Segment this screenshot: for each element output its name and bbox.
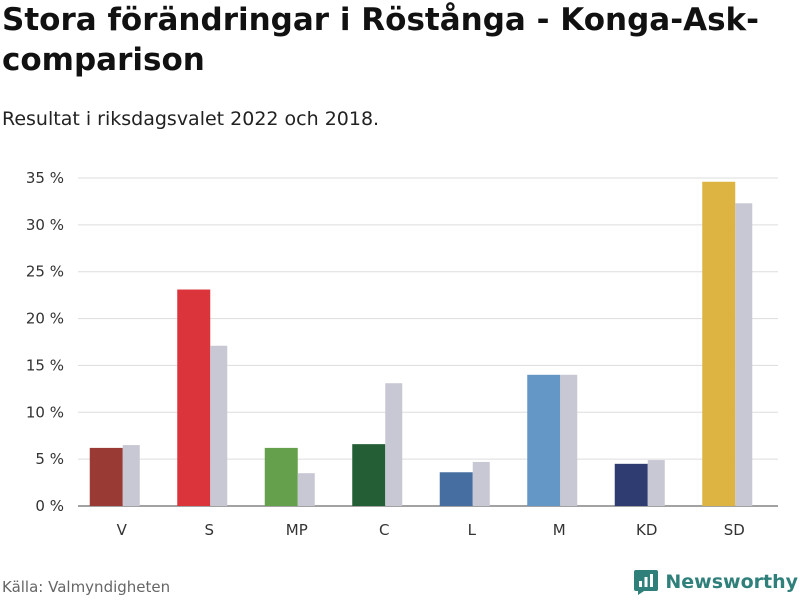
brand: Newsworthy <box>633 568 798 596</box>
brand-name: Newsworthy <box>665 571 798 593</box>
x-tick-label: M <box>553 521 566 539</box>
bar-chart-logo-icon <box>634 570 659 595</box>
bar-2022-l <box>439 472 473 506</box>
bar-2018-mp <box>297 473 315 506</box>
bar-chart: 0 % 5 % 10 % 15 % 20 % 25 % 30 % 35 % V S MP C L M KD S… <box>26 169 778 539</box>
bar-2018-c <box>385 383 403 506</box>
y-tick-label: 10 % <box>26 403 64 421</box>
bar-2022-mp <box>264 447 298 506</box>
y-tick-label: 20 % <box>26 310 64 328</box>
x-tick-label: MP <box>286 521 308 539</box>
bar-2018-v <box>122 445 140 506</box>
source-note: Källa: Valmyndigheten <box>2 578 171 596</box>
x-tick-label: KD <box>636 521 657 539</box>
bar-2022-sd <box>702 181 736 506</box>
y-tick-label: 30 % <box>26 216 64 234</box>
x-tick-label: SD <box>724 521 745 539</box>
x-tick-label: C <box>379 521 389 539</box>
chart-title: Stora förändringar i Röstånga - Konga-As… <box>2 2 760 78</box>
bar-2022-c <box>352 444 386 506</box>
y-tick-label: 0 % <box>35 497 64 515</box>
bar-2018-kd <box>647 460 665 506</box>
y-tick-label: 35 % <box>26 169 64 187</box>
bar-2018-s <box>210 345 228 506</box>
bar-2022-s <box>177 289 211 506</box>
bar-2022-v <box>89 447 123 506</box>
x-tick-label: L <box>468 521 477 539</box>
chart-subtitle: Resultat i riksdagsvalet 2022 och 2018. <box>2 108 380 130</box>
y-tick-label: 15 % <box>26 356 64 374</box>
y-tick-label: 5 % <box>35 450 64 468</box>
bar-2018-sd <box>735 203 753 506</box>
x-tick-label: S <box>204 521 214 539</box>
x-tick-label: V <box>117 521 128 539</box>
y-tick-label: 25 % <box>26 263 64 281</box>
bar-2022-m <box>527 374 561 506</box>
bar-2018-m <box>560 374 578 506</box>
bar-2022-kd <box>614 463 648 506</box>
bar-2018-l <box>472 461 490 506</box>
